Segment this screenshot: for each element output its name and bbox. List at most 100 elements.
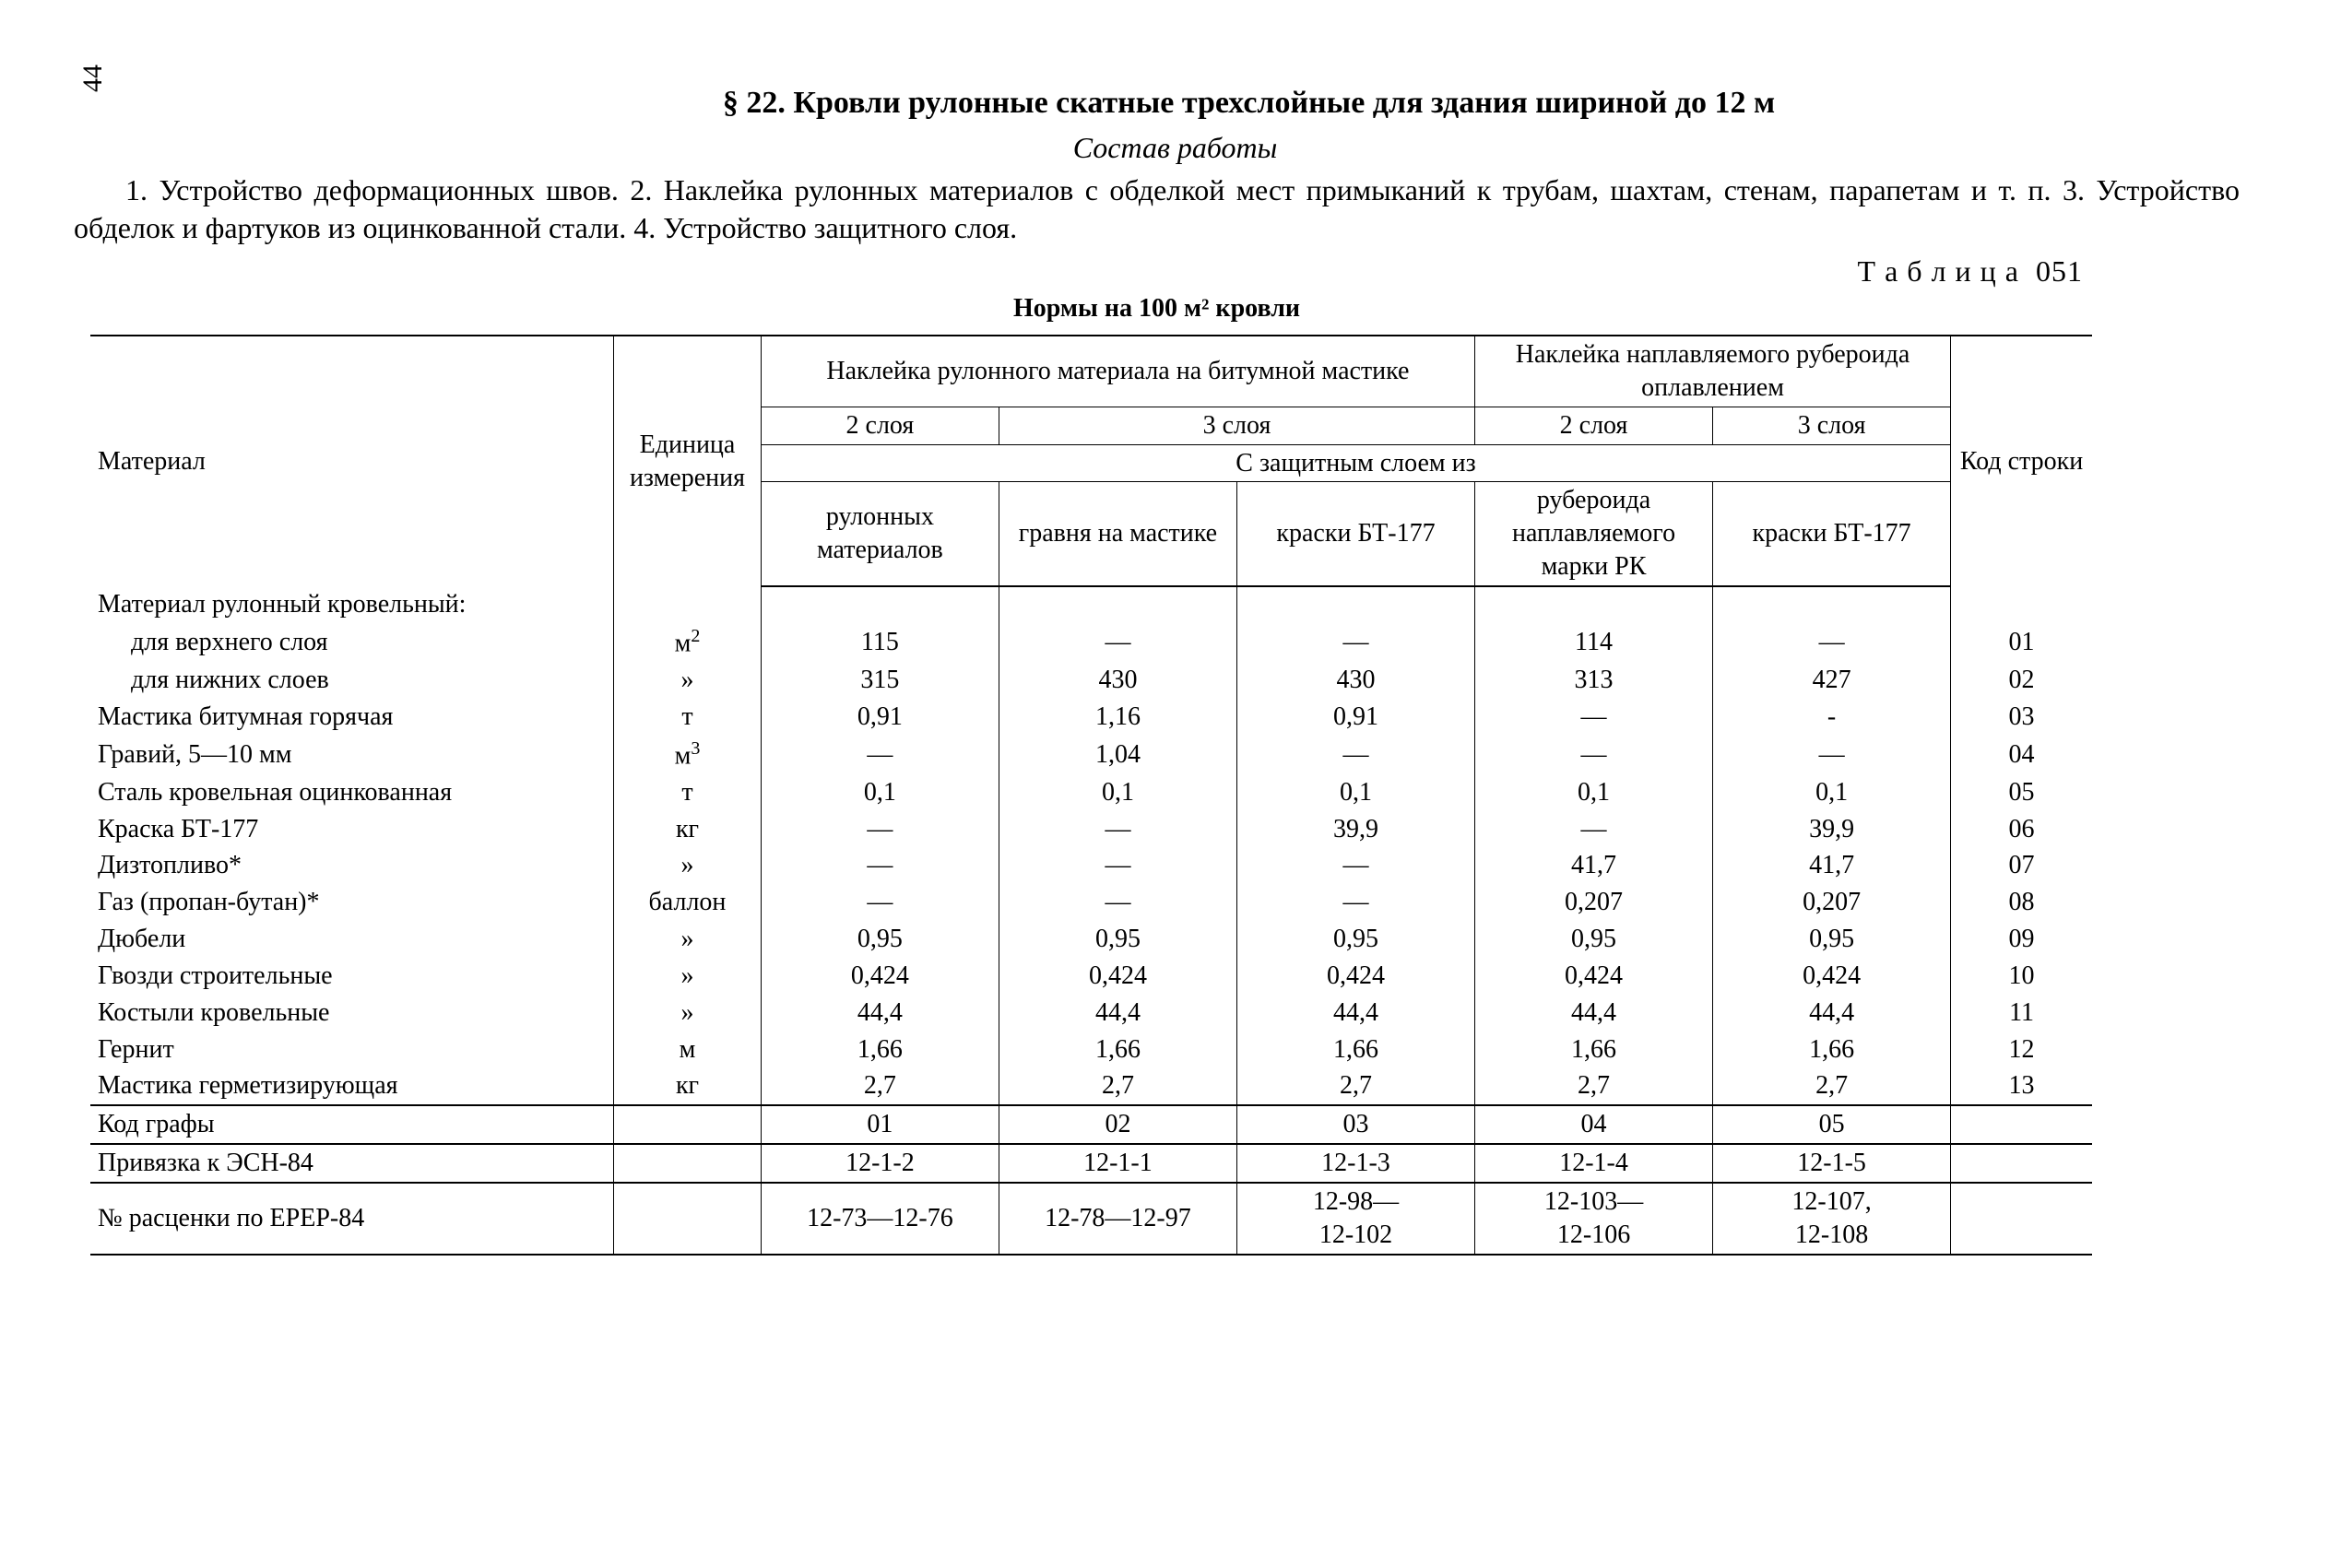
cell-rowcode: 07 — [1951, 847, 2092, 884]
cell-rowcode: 09 — [1951, 921, 2092, 958]
cell-rowcode: 04 — [1951, 736, 2092, 774]
cell-empty — [614, 1105, 762, 1144]
cell-value: 44,4 — [761, 995, 999, 1032]
table-number: 051 — [2036, 254, 2083, 288]
cell-value: — — [1475, 736, 1713, 774]
cell-value: 1,66 — [761, 1032, 999, 1068]
th-sub-roll: рулонных материалов — [761, 482, 999, 586]
work-composition-subtitle: Состав работы — [111, 129, 2240, 167]
column-code-label: Код графы — [90, 1105, 614, 1144]
cell-value: 427 — [1713, 662, 1951, 699]
cell-material: Мастика битумная горячая — [90, 699, 614, 736]
page-number: 44 — [76, 65, 111, 92]
table-row: № расценки по ЕРЕР-84 12-73—12-7612-78—12… — [90, 1183, 2092, 1255]
cell-empty — [1951, 1105, 2092, 1144]
erep-ref-label: № расценки по ЕРЕР-84 — [90, 1183, 614, 1255]
cell-unit: » — [614, 662, 762, 699]
cell-value: 0,424 — [761, 958, 999, 995]
cell-unit: кг — [614, 811, 762, 848]
cell-rowcode: 08 — [1951, 884, 2092, 921]
cell-value: 1,04 — [999, 736, 1236, 774]
cell-value: 0,95 — [761, 921, 999, 958]
cell-value: 41,7 — [1475, 847, 1713, 884]
cell-value: - — [1713, 699, 1951, 736]
column-code-value: 01 — [761, 1105, 999, 1144]
cell-unit: м — [614, 1032, 762, 1068]
table-label: Т а б л и ц а 051 — [74, 253, 2083, 290]
cell-material: Дюбели — [90, 921, 614, 958]
table-row: Гвозди строительные»0,4240,4240,4240,424… — [90, 958, 2092, 995]
cell-rowcode: 06 — [1951, 811, 2092, 848]
cell-value: 313 — [1475, 662, 1713, 699]
cell-unit: » — [614, 921, 762, 958]
cell-value: 44,4 — [1236, 995, 1474, 1032]
cell-rowcode: 01 — [1951, 623, 2092, 662]
th-3layers-a: 3 слоя — [999, 407, 1474, 444]
th-unit: Единица измерения — [614, 336, 762, 586]
cell-value: 0,1 — [999, 774, 1236, 811]
table-row: Дюбели»0,950,950,950,950,9509 — [90, 921, 2092, 958]
cell-value: 315 — [761, 662, 999, 699]
th-group-bitumen: Наклейка рулонного материала на битумной… — [761, 336, 1474, 407]
cell-value: 114 — [1475, 623, 1713, 662]
cell-material: Краска БТ-177 — [90, 811, 614, 848]
cell-value: — — [761, 884, 999, 921]
cell-value: 0,1 — [1475, 774, 1713, 811]
table-row: Материал рулонный кровельный: — [90, 586, 2092, 623]
cell-value: — — [761, 847, 999, 884]
table-row: Гернитм1,661,661,661,661,6612 — [90, 1032, 2092, 1068]
esn-ref-label: Привязка к ЭСН-84 — [90, 1144, 614, 1183]
cell-material: Дизтопливо* — [90, 847, 614, 884]
cell-material: для верхнего слоя — [90, 623, 614, 662]
cell-unit: кг — [614, 1067, 762, 1105]
cell-value — [1475, 586, 1713, 623]
column-code-value: 02 — [999, 1105, 1236, 1144]
cell-value: — — [1236, 847, 1474, 884]
cell-material: Мастика герметизирующая — [90, 1067, 614, 1105]
erep-ref-value: 12-98—12-102 — [1236, 1183, 1474, 1255]
cell-value: 1,66 — [1713, 1032, 1951, 1068]
cell-value: 2,7 — [1475, 1067, 1713, 1105]
cell-value: 1,16 — [999, 699, 1236, 736]
cell-value — [1713, 586, 1951, 623]
cell-value — [761, 586, 999, 623]
cell-value: 115 — [761, 623, 999, 662]
erep-ref-value: 12-103—12-106 — [1475, 1183, 1713, 1255]
th-protective-layer: С защитным слоем из — [761, 444, 1950, 482]
cell-material: Костыли кровельные — [90, 995, 614, 1032]
cell-value: 41,7 — [1713, 847, 1951, 884]
cell-value: 39,9 — [1713, 811, 1951, 848]
cell-material: Газ (пропан-бутан)* — [90, 884, 614, 921]
cell-value: 0,424 — [999, 958, 1236, 995]
cell-value: 430 — [999, 662, 1236, 699]
work-composition-text: 1. Устройство деформационных швов. 2. На… — [74, 171, 2240, 247]
cell-value — [999, 586, 1236, 623]
cell-value: 430 — [1236, 662, 1474, 699]
cell-rowcode — [1951, 586, 2092, 623]
column-code-value: 03 — [1236, 1105, 1474, 1144]
table-row: для верхнего слоям2115——114—01 — [90, 623, 2092, 662]
table-row: Гравий, 5—10 ммм3—1,04———04 — [90, 736, 2092, 774]
cell-value: — — [999, 884, 1236, 921]
th-sub-ruberoid: рубероида наплавляемого марки РК — [1475, 482, 1713, 586]
erep-ref-value: 12-78—12-97 — [999, 1183, 1236, 1255]
erep-ref-value: 12-73—12-76 — [761, 1183, 999, 1255]
table-row: Код графы0102030405 — [90, 1105, 2092, 1144]
cell-unit: м2 — [614, 623, 762, 662]
cell-value: 0,95 — [1475, 921, 1713, 958]
cell-rowcode: 11 — [1951, 995, 2092, 1032]
th-3layers-b: 3 слоя — [1713, 407, 1951, 444]
cell-unit: » — [614, 995, 762, 1032]
esn-ref-value: 12-1-5 — [1713, 1144, 1951, 1183]
th-2layers-b: 2 слоя — [1475, 407, 1713, 444]
cell-material: Гравий, 5—10 мм — [90, 736, 614, 774]
th-sub-paint-b: краски БТ-177 — [1713, 482, 1951, 586]
cell-unit: м3 — [614, 736, 762, 774]
cell-material: Гернит — [90, 1032, 614, 1068]
th-rowcode: Код строки — [1951, 336, 2092, 586]
table-label-word: Т а б л и ц а — [1858, 254, 2019, 288]
cell-value: — — [1475, 699, 1713, 736]
cell-unit — [614, 586, 762, 623]
th-sub-paint-a: краски БТ-177 — [1236, 482, 1474, 586]
cell-value: 1,66 — [1475, 1032, 1713, 1068]
